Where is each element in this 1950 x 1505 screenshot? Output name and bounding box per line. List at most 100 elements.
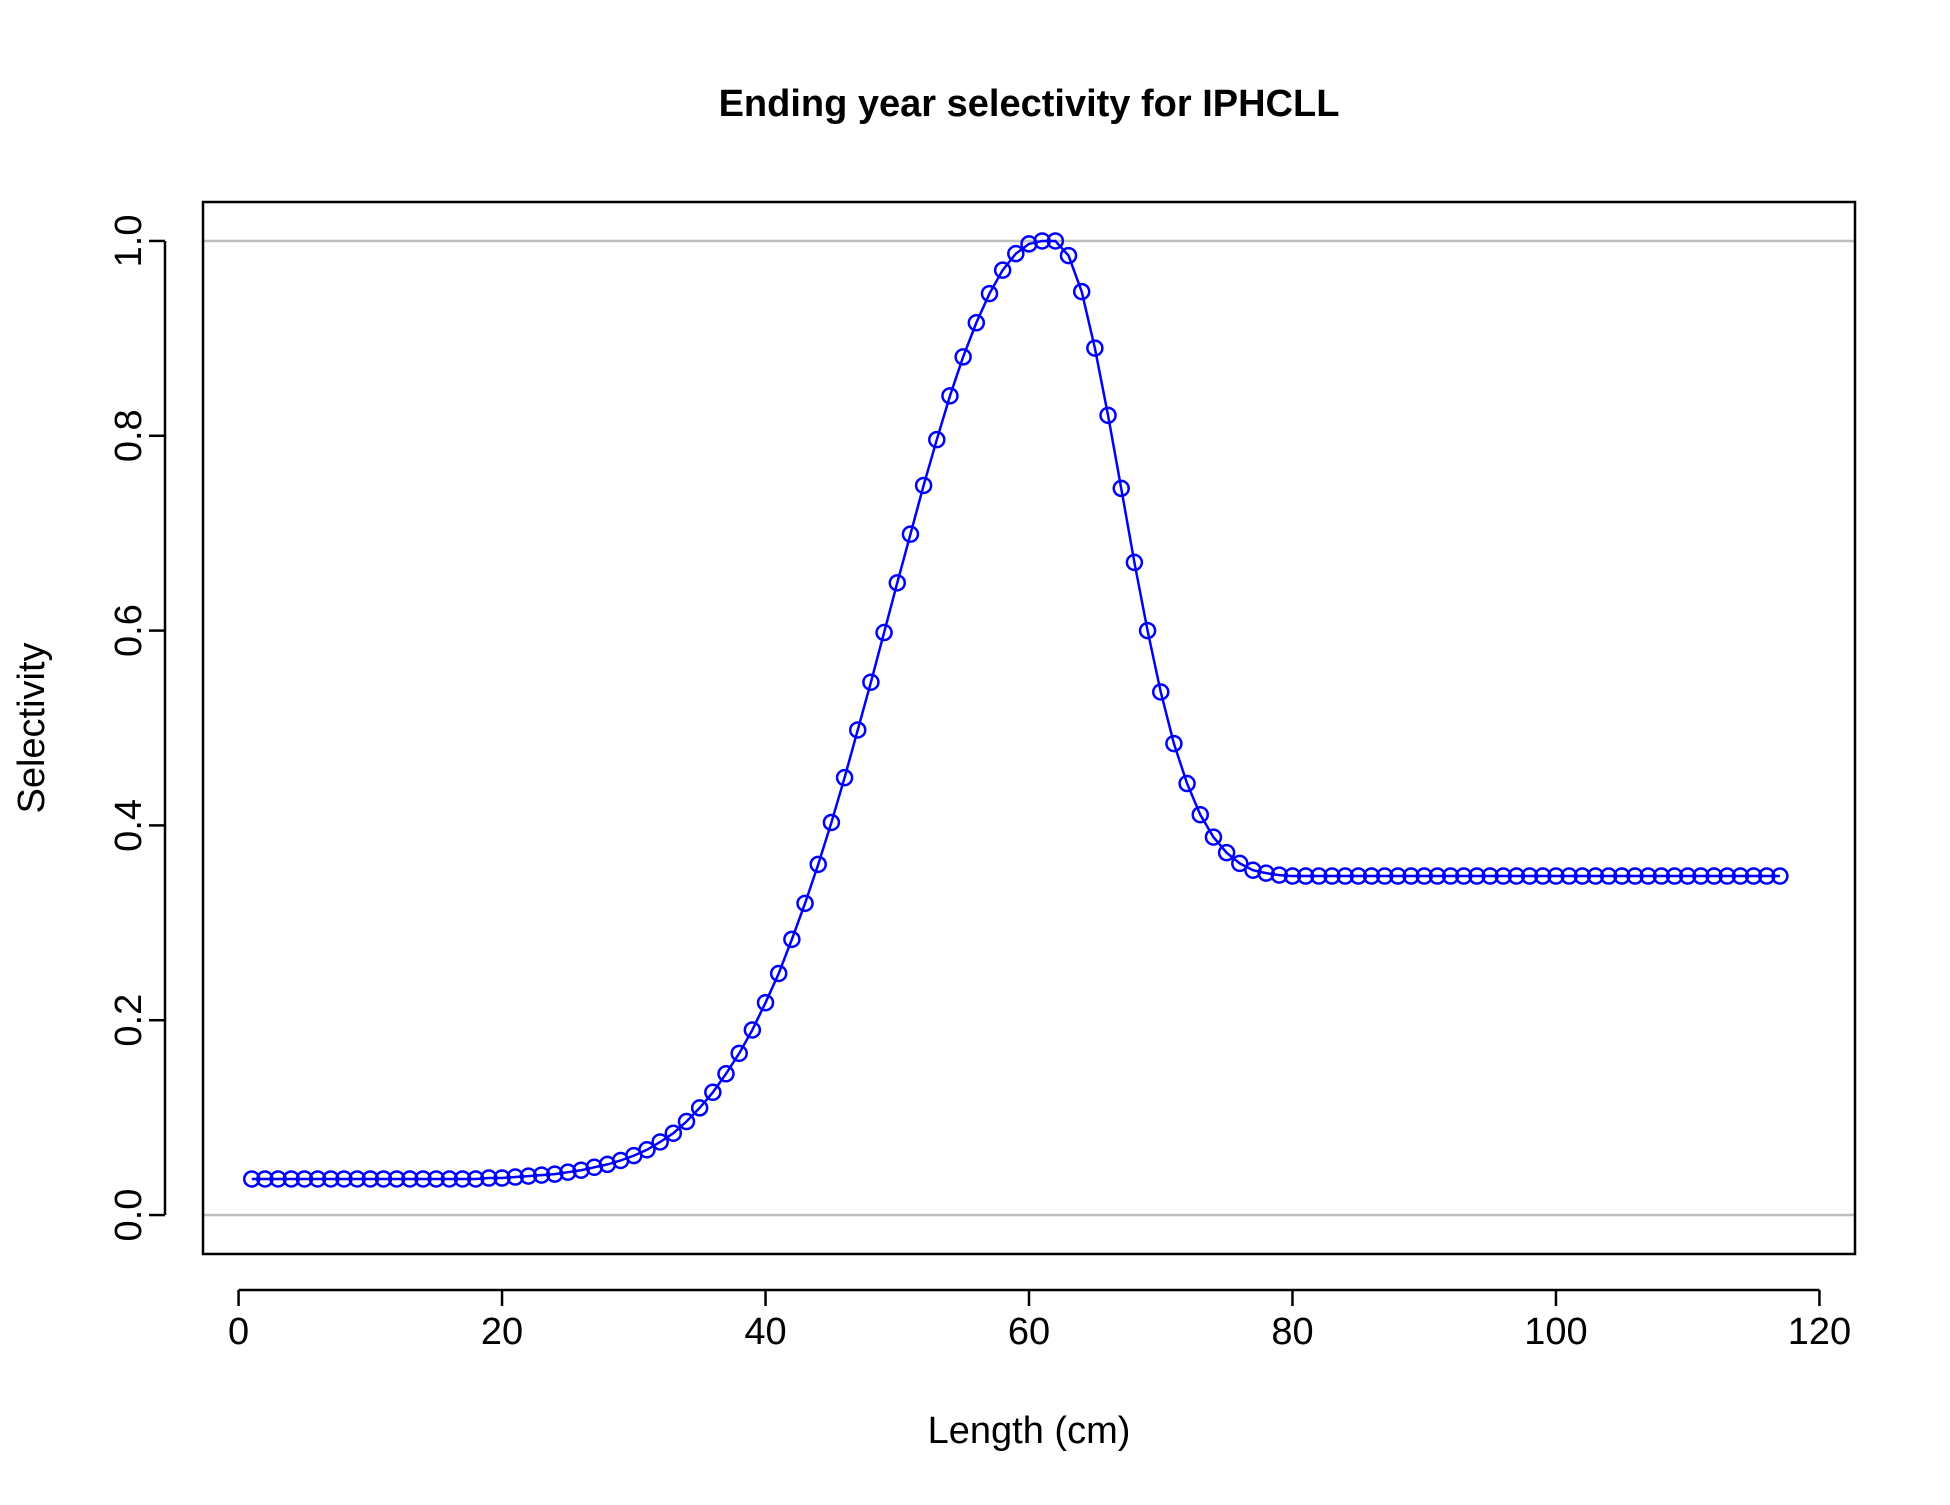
data-point — [862, 673, 880, 691]
data-point — [545, 1165, 564, 1183]
data-point — [730, 1044, 748, 1063]
data-point — [1099, 406, 1117, 425]
data-point — [335, 1170, 353, 1188]
series-line — [251, 239, 1780, 1181]
data-point — [967, 314, 986, 332]
data-point — [1270, 866, 1289, 884]
data-point — [440, 1170, 459, 1188]
data-point — [506, 1168, 524, 1186]
x-tick-label: 20 — [481, 1311, 523, 1353]
data-point — [1744, 867, 1763, 885]
y-tick-label: 0.6 — [108, 604, 150, 657]
data-point — [1599, 867, 1618, 885]
data-point — [1534, 867, 1552, 885]
data-point — [664, 1124, 683, 1142]
data-point — [743, 1021, 762, 1039]
data-point — [1718, 867, 1736, 885]
data-point — [1468, 867, 1486, 885]
x-tick-label: 60 — [1008, 1311, 1050, 1353]
data-point — [1665, 867, 1684, 885]
data-point — [1362, 867, 1381, 885]
data-point — [1112, 479, 1130, 498]
data-point — [1454, 867, 1473, 885]
data-point — [242, 1170, 261, 1188]
data-point — [1402, 867, 1420, 885]
x-tick-label: 80 — [1271, 1311, 1313, 1353]
data-point — [1771, 867, 1789, 885]
x-tick-label: 0 — [228, 1311, 249, 1353]
data-point — [1639, 867, 1657, 885]
data-point — [941, 387, 959, 405]
y-tick-label: 1.0 — [108, 215, 150, 268]
data-point — [677, 1112, 696, 1131]
x-axis: 0 20 40 60 80 100 120 — [228, 1288, 1851, 1353]
data-point — [1494, 867, 1513, 885]
data-point — [427, 1170, 445, 1188]
data-point — [769, 964, 788, 983]
data-point — [914, 476, 933, 495]
data-point — [1547, 867, 1565, 885]
x-axis-label: Length (cm) — [928, 1410, 1131, 1452]
x-tick-label: 40 — [744, 1311, 786, 1353]
data-point — [559, 1163, 577, 1181]
data-point — [1138, 621, 1157, 640]
data-point — [453, 1170, 472, 1188]
data-point — [704, 1083, 722, 1102]
data-point — [1375, 867, 1394, 885]
data-point — [1441, 867, 1460, 885]
data-point — [414, 1170, 432, 1188]
data-point — [532, 1166, 551, 1184]
data-point — [1283, 867, 1302, 885]
data-point — [1046, 232, 1065, 250]
data-point — [888, 574, 907, 592]
data-point — [1125, 553, 1144, 572]
data-point — [1349, 867, 1368, 885]
data-point — [1086, 339, 1104, 357]
data-point — [796, 894, 814, 913]
data-point — [493, 1169, 511, 1187]
data-point — [822, 813, 841, 832]
data-point — [1151, 683, 1170, 701]
data-point — [1573, 867, 1592, 885]
y-tick-label: 0.0 — [108, 1189, 150, 1242]
y-tick-label: 0.2 — [108, 994, 150, 1047]
plot-frame — [201, 200, 1857, 1256]
data-point — [993, 261, 1012, 279]
data-point — [809, 855, 827, 874]
data-point — [835, 768, 854, 787]
data-point — [690, 1099, 709, 1117]
data-point — [374, 1170, 393, 1188]
data-point — [875, 623, 893, 642]
data-point — [1165, 734, 1183, 753]
data-point — [1586, 867, 1605, 885]
data-point — [1692, 867, 1710, 885]
data-point — [322, 1170, 340, 1188]
y-axis-label: Selectivity — [11, 642, 53, 813]
data-point — [901, 525, 920, 543]
data-point — [848, 721, 867, 739]
y-tick-label: 0.4 — [108, 799, 150, 852]
data-point — [295, 1170, 314, 1188]
data-point — [282, 1170, 301, 1188]
data-point — [1560, 867, 1578, 885]
data-point — [1520, 867, 1539, 885]
data-point — [1007, 244, 1025, 263]
data-point — [1191, 805, 1210, 824]
data-point — [1626, 867, 1644, 885]
data-point — [783, 930, 801, 949]
data-point — [1613, 867, 1631, 885]
data-point — [1257, 864, 1275, 882]
data-point — [308, 1170, 327, 1188]
data-point — [1323, 867, 1341, 885]
data-point — [1296, 867, 1315, 885]
data-point — [519, 1167, 538, 1185]
chart-title: Ending year selectivity for IPHCLL — [719, 83, 1340, 125]
data-point — [1310, 867, 1328, 885]
data-point — [717, 1065, 735, 1083]
data-point — [1757, 867, 1776, 885]
data-point — [1481, 867, 1499, 885]
data-point — [1178, 774, 1196, 793]
data-point — [1072, 282, 1091, 301]
